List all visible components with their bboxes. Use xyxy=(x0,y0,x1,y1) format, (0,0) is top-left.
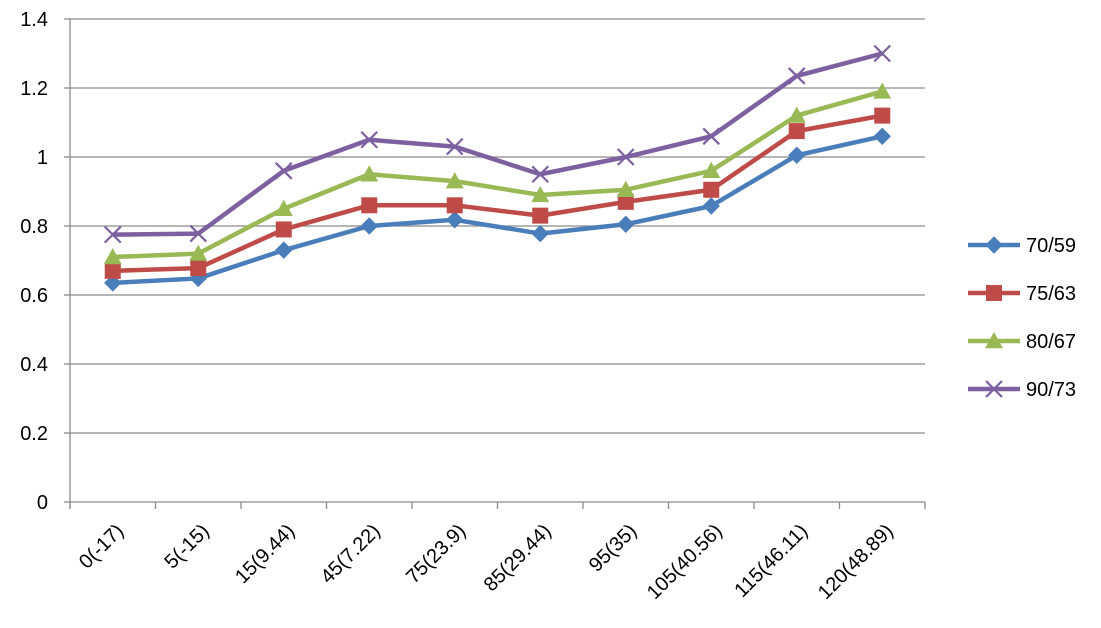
y-tick-label: 0.4 xyxy=(20,354,48,376)
legend-label: 75/63 xyxy=(1026,283,1076,305)
legend-marker xyxy=(985,332,1003,349)
legend-marker xyxy=(985,236,1003,254)
legend-label: 80/67 xyxy=(1026,331,1076,353)
legend-item: 80/67 xyxy=(968,331,1076,353)
x-tick-label: 75(23.9) xyxy=(402,520,470,588)
data-point xyxy=(874,107,891,124)
data-point xyxy=(275,241,293,259)
marker-stroke xyxy=(985,380,1003,398)
data-point xyxy=(445,172,464,189)
data-point xyxy=(104,274,122,292)
data-point xyxy=(787,106,806,123)
marker-stroke xyxy=(616,148,635,166)
data-point xyxy=(702,161,721,178)
marker-stroke xyxy=(189,224,208,243)
marker-stroke xyxy=(360,130,379,149)
series-line xyxy=(112,113,883,274)
x-tick-label: 105(40.56) xyxy=(643,520,727,604)
marker-stroke xyxy=(531,165,550,184)
data-point xyxy=(617,215,635,233)
gridlines xyxy=(70,18,925,434)
series-75-63 xyxy=(104,107,891,279)
legend-item: 70/59 xyxy=(968,235,1076,257)
x-tick-label: 85(29.44) xyxy=(480,520,556,596)
y-tick-label: 1.4 xyxy=(20,9,48,31)
legend-marker xyxy=(986,285,1002,301)
data-point xyxy=(787,67,806,85)
series-group xyxy=(103,44,892,292)
marker-stroke xyxy=(445,137,464,156)
legend-label: 90/73 xyxy=(1026,379,1076,401)
y-tick-label: 0.6 xyxy=(20,285,48,307)
data-point xyxy=(702,197,720,215)
y-tick-label: 0 xyxy=(37,492,48,514)
data-point xyxy=(873,82,892,99)
data-point xyxy=(445,137,464,156)
data-point xyxy=(104,262,121,279)
x-tick-label: 5(-15) xyxy=(160,520,213,573)
data-point xyxy=(361,197,378,214)
data-point xyxy=(873,127,891,146)
data-point xyxy=(617,193,634,210)
data-point xyxy=(446,211,464,229)
data-point xyxy=(702,127,721,146)
legend-label: 70/59 xyxy=(1026,235,1076,257)
x-tick-label: 0(-17) xyxy=(75,520,128,573)
data-point xyxy=(531,165,550,184)
legend-item: 90/73 xyxy=(968,379,1076,401)
x-tick-label: 115(46.11) xyxy=(730,520,812,602)
data-point xyxy=(360,165,379,182)
data-point xyxy=(446,197,463,214)
series-70-59 xyxy=(104,127,891,292)
x-axis-ticks: 0(-17) 5(-15) 15(9.44) 45(7.22) 75(23.9) 85(2… xyxy=(69,502,926,604)
marker-stroke xyxy=(873,44,892,63)
y-axis-ticks: 0 0.2 0.4 0.6 0.8 1 1.2 1.4 xyxy=(20,9,70,514)
y-tick-label: 0.8 xyxy=(20,216,48,238)
x-tick-label: 15(9.44) xyxy=(231,520,299,588)
data-point xyxy=(274,162,293,180)
data-point xyxy=(189,244,208,261)
series-line xyxy=(112,89,883,260)
y-tick-label: 1.2 xyxy=(20,78,48,100)
data-point xyxy=(190,260,207,277)
y-tick-label: 0.2 xyxy=(20,423,48,445)
marker-stroke xyxy=(103,225,122,244)
data-point xyxy=(703,181,720,198)
data-point xyxy=(360,217,378,235)
data-point xyxy=(103,248,122,265)
marker-stroke xyxy=(787,67,806,85)
data-point xyxy=(532,207,549,224)
data-point xyxy=(189,224,208,243)
series-80-67 xyxy=(103,82,892,265)
legend-item: 75/63 xyxy=(968,283,1076,305)
data-point xyxy=(788,123,805,140)
x-tick-label: 45(7.22) xyxy=(317,520,385,588)
data-point xyxy=(360,130,379,149)
series-line xyxy=(112,51,883,237)
data-point xyxy=(616,148,635,166)
x-tick-label: 120(48.89) xyxy=(814,520,898,604)
legend: 70/59 75/63 80/67 90/73 xyxy=(968,235,1076,401)
legend-marker xyxy=(985,380,1003,398)
y-tick-label: 1 xyxy=(37,147,48,169)
marker-stroke xyxy=(702,127,721,146)
marker-stroke xyxy=(274,162,293,180)
data-point xyxy=(275,221,292,238)
series-line xyxy=(112,134,883,286)
series-90-73 xyxy=(103,44,892,244)
data-point xyxy=(274,199,293,216)
data-point xyxy=(531,224,549,243)
data-point xyxy=(873,44,892,63)
data-point xyxy=(616,180,635,197)
data-point xyxy=(103,225,122,244)
data-point xyxy=(531,185,550,203)
x-tick-label: 95(35) xyxy=(585,520,641,576)
data-point xyxy=(788,146,806,164)
